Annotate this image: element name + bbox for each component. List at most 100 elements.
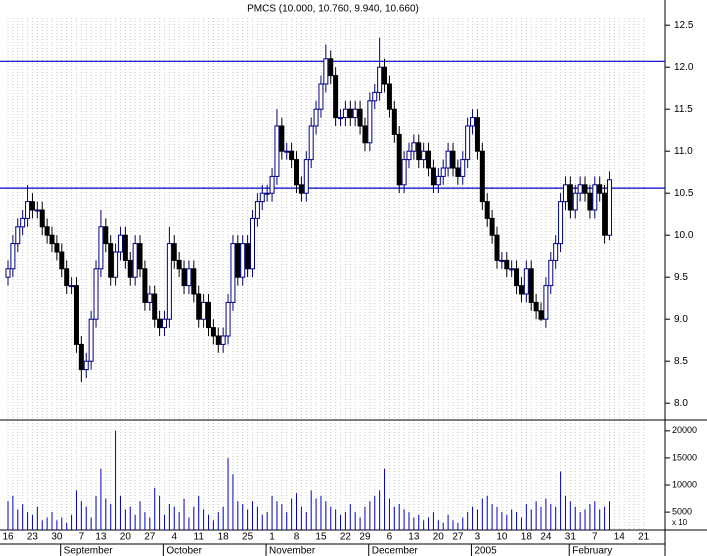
candle-body bbox=[484, 201, 490, 219]
candle-body bbox=[279, 125, 285, 152]
candle-body bbox=[499, 259, 505, 262]
month-label: 2005 bbox=[474, 546, 497, 556]
candle-body bbox=[396, 133, 402, 186]
candle-body bbox=[44, 226, 50, 236]
candle-body bbox=[240, 243, 246, 278]
candle-body bbox=[479, 150, 485, 203]
candle-body bbox=[533, 301, 539, 312]
candle-body bbox=[318, 83, 324, 110]
candle-body bbox=[10, 243, 16, 270]
candle-body bbox=[362, 125, 368, 144]
candle-body bbox=[186, 268, 192, 287]
x-tick-label: 30 bbox=[51, 532, 63, 543]
candle-body bbox=[597, 184, 603, 194]
candle-body bbox=[352, 108, 358, 119]
candle-body bbox=[357, 108, 363, 127]
candle-body bbox=[377, 66, 383, 93]
candle-body bbox=[338, 117, 344, 120]
candle-body bbox=[553, 243, 559, 261]
candle-body bbox=[445, 150, 451, 169]
candle-body bbox=[69, 285, 75, 288]
candle-body bbox=[274, 125, 280, 177]
candle-body bbox=[132, 243, 138, 278]
month-label: September bbox=[64, 546, 114, 556]
candle-body bbox=[323, 58, 329, 85]
candle-body bbox=[157, 318, 163, 329]
month-label: December bbox=[372, 546, 419, 556]
y-tick-label: 9.0 bbox=[674, 314, 688, 325]
candle-body bbox=[98, 226, 104, 270]
candle-body bbox=[592, 184, 598, 211]
x-tick-label: 7 bbox=[79, 532, 85, 543]
x-tick-label: 1 bbox=[269, 532, 275, 543]
y-tick-label: 9.5 bbox=[674, 272, 688, 283]
x-tick-label: 7 bbox=[592, 532, 598, 543]
x-tick-label: 8 bbox=[294, 532, 300, 543]
x-tick-label: 27 bbox=[144, 532, 156, 543]
candle-body bbox=[347, 108, 353, 119]
candle-body bbox=[313, 108, 319, 127]
candle-body bbox=[435, 175, 441, 186]
candle-body bbox=[518, 285, 524, 295]
candle-body bbox=[220, 335, 226, 345]
x-tick-label: 20 bbox=[433, 532, 445, 543]
x-tick-label: 16 bbox=[2, 532, 14, 543]
candle-body bbox=[538, 310, 544, 320]
candle-body bbox=[303, 159, 309, 194]
candle-body bbox=[543, 285, 549, 320]
chart-title: PMCS (10.000, 10.760, 9.940, 10.660) bbox=[247, 4, 419, 15]
candle-body bbox=[20, 217, 26, 228]
x-tick-label: 31 bbox=[565, 532, 577, 543]
candle-body bbox=[59, 251, 65, 270]
candle-body bbox=[509, 268, 515, 271]
candle-body bbox=[582, 184, 588, 194]
candle-body bbox=[225, 301, 231, 337]
x-tick-label: 18 bbox=[218, 532, 230, 543]
candle-body bbox=[15, 226, 21, 245]
month-label: February bbox=[572, 546, 612, 556]
candle-body bbox=[440, 167, 446, 177]
candle-body bbox=[514, 268, 520, 287]
candle-body bbox=[147, 293, 153, 303]
x-tick-label: 29 bbox=[359, 532, 371, 543]
x-tick-label: 15 bbox=[315, 532, 327, 543]
candle-body bbox=[171, 243, 177, 261]
candle-body bbox=[523, 268, 529, 295]
candle-body bbox=[328, 58, 334, 77]
candle-body bbox=[411, 142, 417, 152]
x-tick-label: 18 bbox=[521, 532, 533, 543]
candle-body bbox=[39, 209, 45, 228]
candle-body bbox=[235, 243, 241, 278]
candle-body bbox=[269, 175, 275, 194]
candle-body bbox=[25, 201, 31, 219]
candle-body bbox=[367, 100, 373, 144]
candle-body bbox=[127, 259, 133, 278]
candle-body bbox=[245, 243, 251, 270]
candle-body bbox=[426, 150, 432, 169]
volume-tick-label: 10000 bbox=[672, 479, 697, 489]
candle-body bbox=[201, 301, 207, 320]
candle-body bbox=[294, 159, 300, 186]
y-tick-label: 11.0 bbox=[674, 146, 693, 157]
candle-body bbox=[430, 167, 436, 186]
x-tick-label: 20 bbox=[120, 532, 132, 543]
candle-body bbox=[83, 360, 89, 371]
y-tick-label: 10.5 bbox=[674, 188, 694, 199]
candle-body bbox=[210, 327, 216, 337]
x-tick-label: 13 bbox=[408, 532, 420, 543]
candle-body bbox=[88, 318, 94, 362]
candle-body bbox=[455, 167, 461, 177]
candle-body bbox=[558, 201, 564, 245]
y-tick-label: 8.5 bbox=[674, 356, 688, 367]
candle-body bbox=[250, 217, 255, 270]
candle-body bbox=[289, 150, 295, 161]
x-tick-label: 14 bbox=[614, 532, 626, 543]
x-tick-label: 11 bbox=[194, 532, 205, 543]
month-label: November bbox=[269, 546, 316, 556]
candle-body bbox=[548, 259, 554, 287]
candle-body bbox=[460, 159, 466, 177]
candle-body bbox=[176, 259, 182, 270]
